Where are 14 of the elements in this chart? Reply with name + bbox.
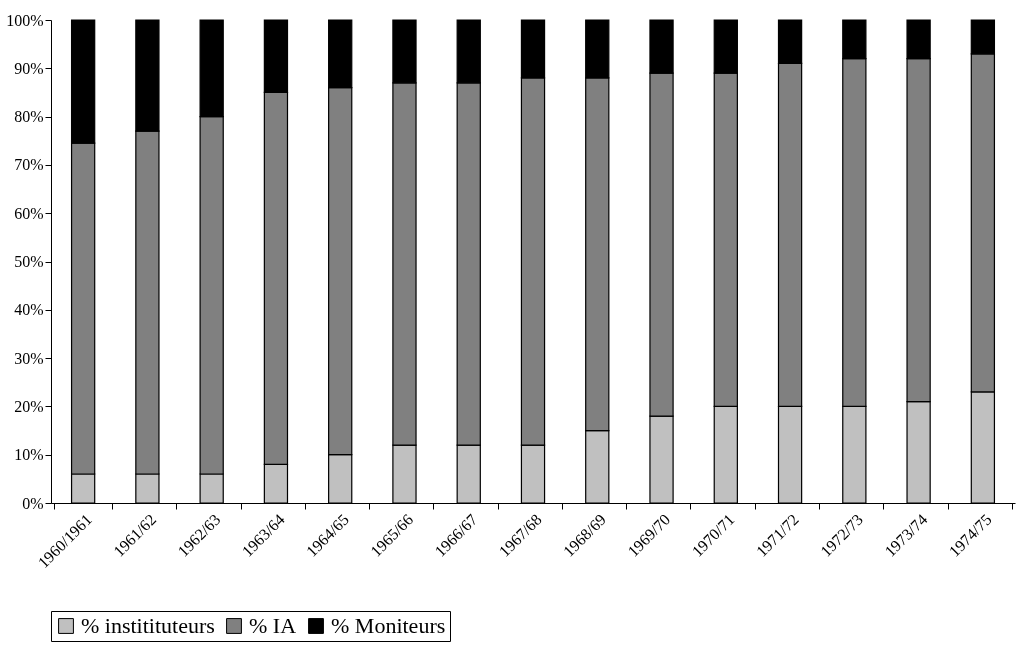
legend-label: % institituteurs bbox=[81, 613, 215, 638]
y-tick-label: 50% bbox=[14, 253, 44, 270]
y-tick-label: 30% bbox=[14, 349, 44, 367]
y-tick-label: 80% bbox=[14, 108, 44, 126]
y-tick-label: 0% bbox=[22, 494, 44, 512]
y-tick-label: 40% bbox=[14, 301, 44, 319]
y-tick-label: 90% bbox=[14, 59, 44, 77]
legend-label: % IA bbox=[249, 613, 297, 638]
y-tick-label: 60% bbox=[14, 204, 44, 222]
y-tick-label: 10% bbox=[14, 446, 44, 464]
legend-label: % Moniteurs bbox=[331, 613, 446, 638]
y-tick-label: 70% bbox=[14, 156, 44, 174]
y-tick-label: 100% bbox=[6, 11, 44, 29]
y-tick-label: 20% bbox=[14, 397, 44, 415]
